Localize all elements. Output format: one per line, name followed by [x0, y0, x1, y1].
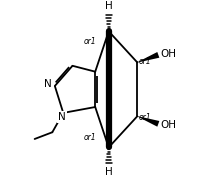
Text: OH: OH	[160, 120, 176, 130]
Text: H: H	[105, 1, 113, 11]
Text: or1: or1	[83, 37, 96, 46]
Polygon shape	[137, 116, 159, 127]
Text: or1: or1	[139, 57, 152, 66]
Text: OH: OH	[160, 49, 176, 59]
Text: or1: or1	[139, 113, 152, 122]
Polygon shape	[137, 52, 159, 63]
Text: N: N	[58, 112, 66, 122]
Text: H: H	[105, 167, 113, 177]
Text: N: N	[44, 79, 52, 89]
Text: or1: or1	[83, 133, 96, 142]
